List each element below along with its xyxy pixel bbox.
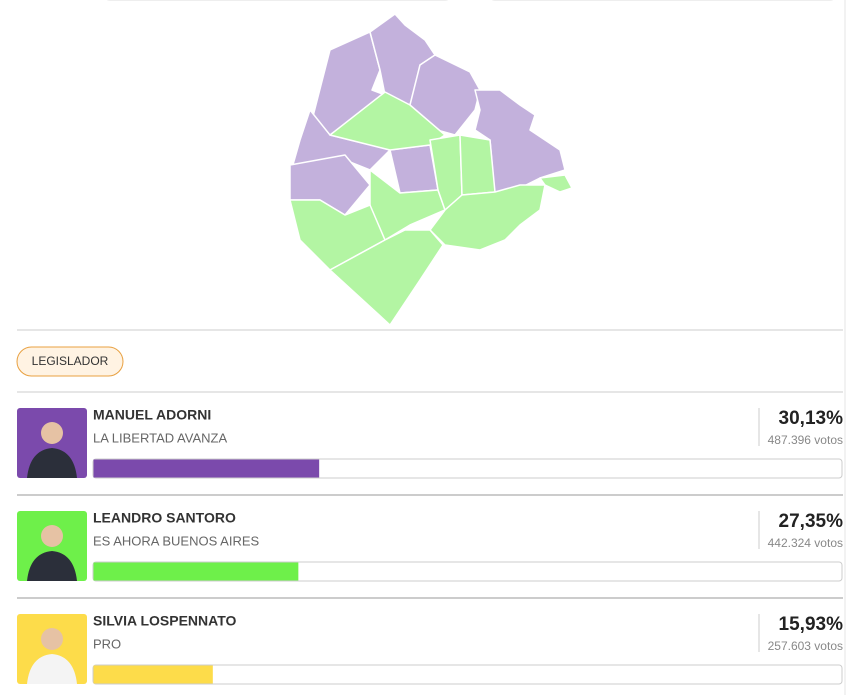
photo-head	[41, 628, 63, 650]
vote-share: 15,93%	[779, 614, 844, 635]
map-region[interactable]	[389, 144, 439, 194]
map-region[interactable]	[409, 54, 481, 136]
photo-head	[41, 525, 63, 547]
photo-body	[27, 654, 77, 684]
vote-share: 27,35%	[779, 511, 844, 532]
photo-body	[27, 448, 77, 478]
party-name: ES AHORA BUENOS AIRES	[93, 533, 259, 548]
bar	[93, 665, 213, 684]
bar-track	[92, 664, 843, 685]
party-name: LA LIBERTAD AVANZA	[93, 430, 227, 445]
badge-label: LEGISLADOR	[32, 354, 109, 368]
vote-count: 442.324 votos	[768, 536, 843, 550]
map-region[interactable]	[329, 229, 444, 326]
candidate-name: MANUEL ADORNI	[93, 407, 211, 423]
vote-count: 487.396 votos	[768, 433, 843, 447]
map-region[interactable]	[429, 184, 546, 251]
photo-body	[27, 551, 77, 581]
vote-count: 257.603 votos	[768, 639, 843, 653]
map-region[interactable]	[329, 91, 446, 151]
map-region[interactable]	[539, 174, 573, 193]
map-region[interactable]	[459, 134, 496, 196]
candidate-name: SILVIA LOSPENNATO	[93, 613, 236, 629]
candidate-name: LEANDRO SANTORO	[93, 510, 236, 526]
map	[289, 13, 573, 326]
badge[interactable]	[16, 346, 124, 377]
bar	[93, 459, 320, 478]
party-name: PRO	[93, 636, 121, 651]
map-region[interactable]	[474, 89, 566, 199]
bar	[93, 562, 299, 581]
vote-share: 30,13%	[779, 408, 844, 429]
photo-head	[41, 422, 63, 444]
